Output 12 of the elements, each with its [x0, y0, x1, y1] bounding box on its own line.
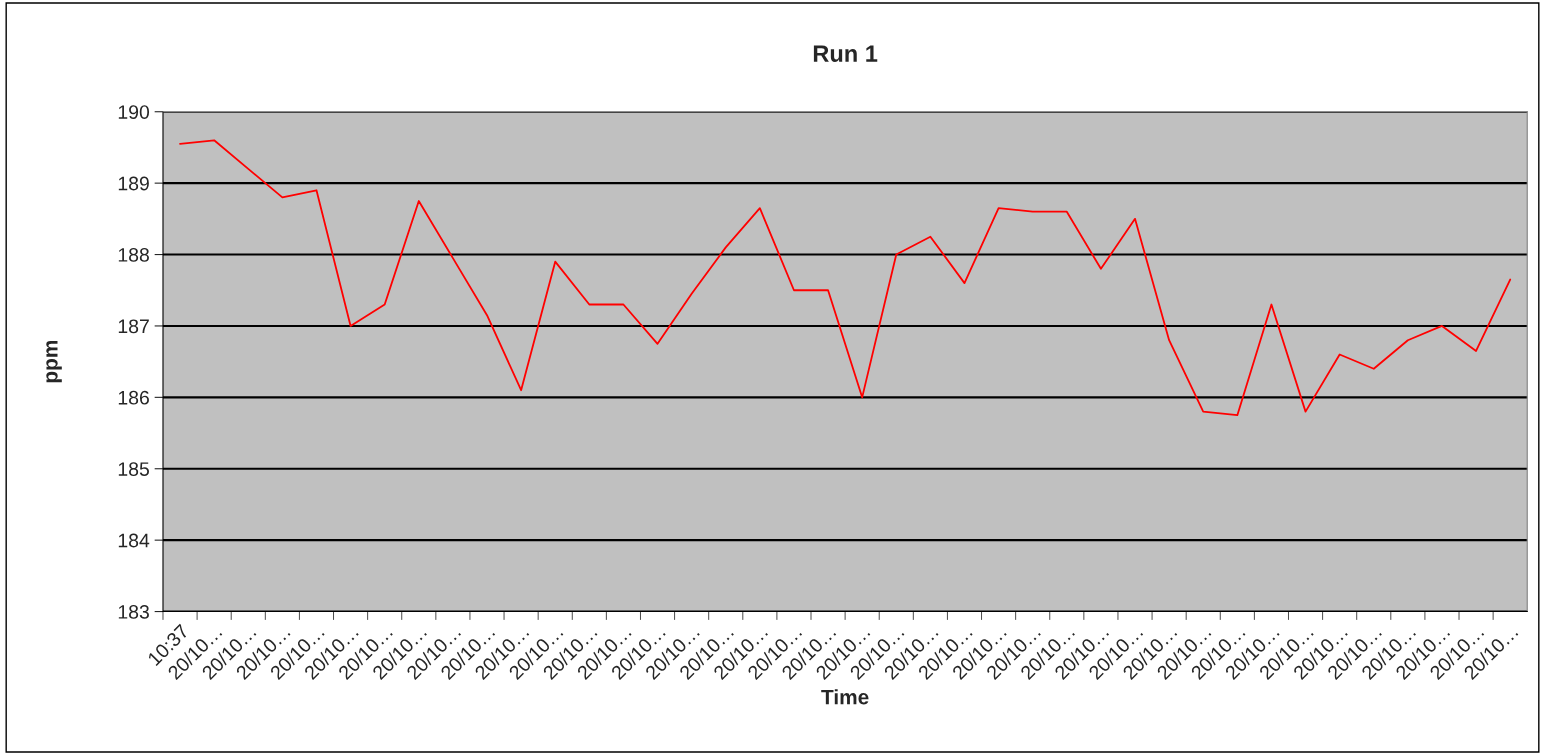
y-tick-label: 188: [118, 248, 149, 262]
y-tick-label: 184: [118, 533, 150, 548]
y-tick-label: 183: [118, 605, 149, 619]
y-tick-label: 185: [118, 462, 149, 476]
y-tick-label: 190: [118, 105, 150, 119]
line-series: [179, 139, 1512, 417]
chart-title: Run 1: [813, 45, 878, 62]
y-tick-label: 186: [118, 390, 149, 405]
y-tick-label: 189: [118, 176, 149, 191]
y-axis-title: ppm: [46, 340, 62, 383]
y-tick-label: 187: [118, 319, 149, 334]
x-axis-title: Time: [821, 689, 869, 705]
